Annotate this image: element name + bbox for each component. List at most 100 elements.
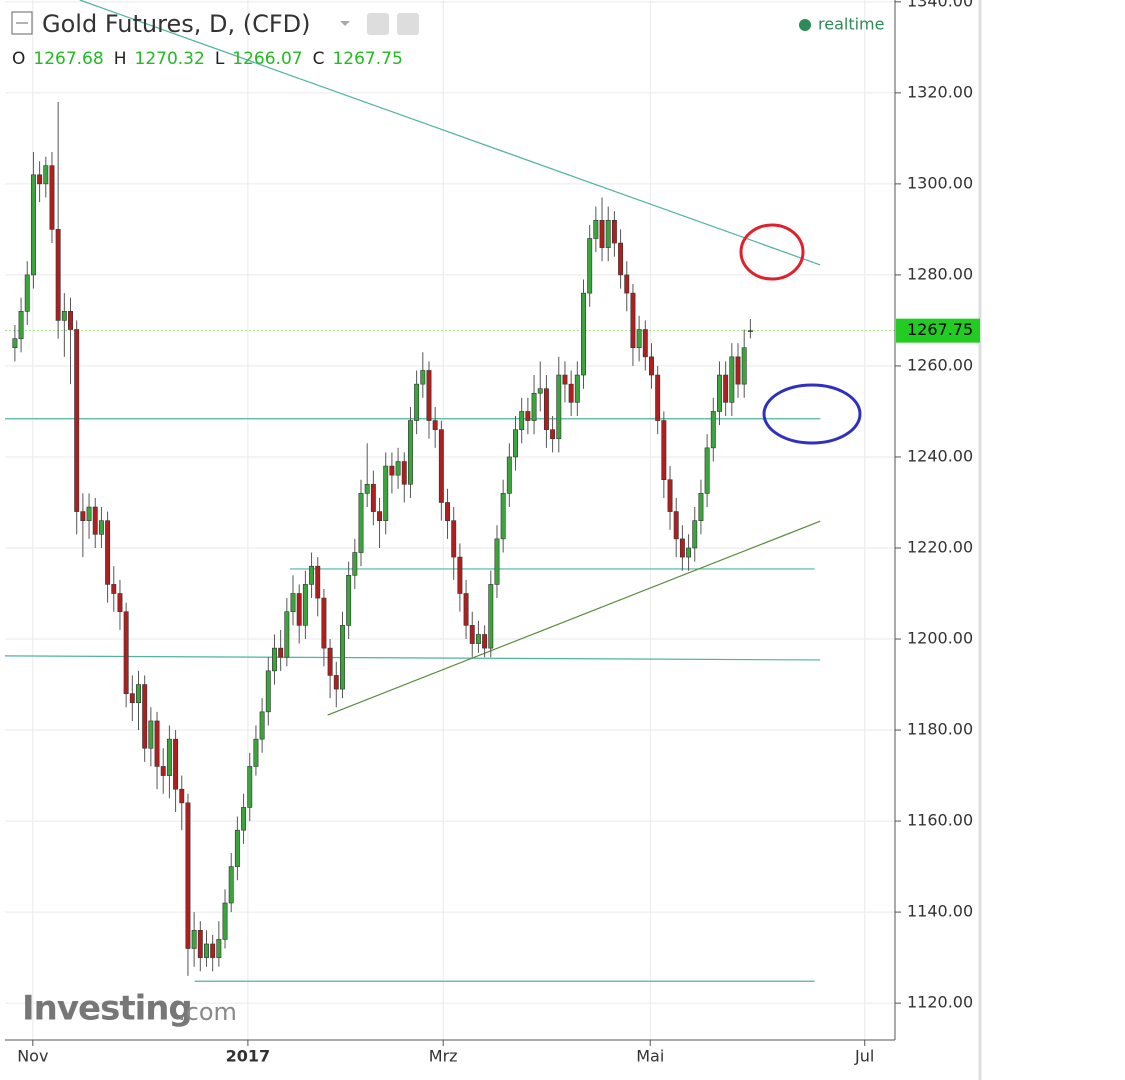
ohlc-value: 1266.07: [232, 49, 302, 69]
ohlc-label: L: [215, 49, 225, 69]
candle-body: [729, 356, 735, 403]
collapse-icon[interactable]: [11, 11, 33, 35]
candle-body: [49, 165, 55, 230]
candle-body: [210, 943, 216, 958]
candle-body: [18, 311, 24, 339]
candle-body: [556, 374, 562, 440]
price-label: 1267.75: [907, 320, 973, 339]
candle-body: [519, 411, 525, 430]
candles: [12, 101, 753, 976]
settings-icon[interactable]: [397, 13, 419, 35]
candle-body: [24, 274, 30, 312]
candle-body: [525, 411, 531, 421]
watermark: Investing: [22, 989, 192, 1029]
candle-body: [679, 538, 685, 558]
candle-body: [383, 465, 389, 521]
watermark-suffix: .com: [178, 998, 237, 1026]
red-circle: [739, 223, 805, 281]
candle-body: [315, 565, 321, 599]
x-tick-label: Mai: [636, 1047, 664, 1066]
candle-body: [302, 584, 308, 626]
candle-body: [339, 625, 345, 690]
candle-body: [389, 465, 395, 476]
y-tick-label: 1260.00: [907, 355, 973, 374]
candle-body: [129, 693, 135, 704]
candle-body: [426, 370, 432, 421]
candle-body: [649, 356, 654, 376]
candle-body: [154, 720, 160, 767]
candle-body: [346, 574, 352, 626]
x-tick-label: Jul: [854, 1047, 874, 1066]
candle-body: [407, 420, 413, 485]
candle-body: [401, 461, 407, 485]
candle-body: [463, 593, 469, 626]
candle-body: [735, 356, 741, 385]
y-tick-label: 1220.00: [907, 537, 973, 556]
ohlc-label: H: [114, 49, 127, 69]
candle-body: [253, 738, 259, 767]
candle-body: [117, 593, 123, 613]
y-tick-label: 1160.00: [907, 811, 973, 830]
candle-body: [247, 766, 253, 808]
candle-body: [241, 807, 247, 831]
candle-body: [92, 506, 98, 535]
candle-body: [370, 483, 376, 512]
candle-body: [173, 738, 179, 790]
dropdown-arrow[interactable]: [340, 21, 350, 26]
candle-body: [148, 720, 154, 749]
candle-body: [98, 520, 104, 535]
candle-body: [432, 420, 438, 430]
candle-body: [61, 311, 67, 321]
candle-body: [321, 597, 327, 649]
price-box: [896, 318, 980, 343]
candle-body: [500, 493, 506, 540]
candle-body: [12, 338, 18, 349]
candle-body: [166, 738, 172, 776]
candle-body: [197, 930, 203, 958]
candle-body: [704, 447, 710, 494]
candle-body: [234, 829, 240, 867]
candle-body: [482, 634, 488, 649]
ohlc-header: O 1267.68 H 1270.32 L 1266.07 C 1267.75: [12, 49, 403, 69]
eye-icon[interactable]: [367, 13, 389, 35]
candle-body: [587, 238, 593, 294]
candle-body: [562, 374, 568, 385]
candle-body: [160, 766, 166, 776]
candle-body: [581, 292, 586, 376]
candle-body: [420, 370, 426, 385]
y-tick-label: 1180.00: [907, 720, 973, 739]
candle-body: [686, 547, 692, 558]
candle-body: [142, 684, 148, 749]
ohlc-label: O: [12, 49, 25, 69]
candle-body: [43, 165, 49, 185]
status: realtime: [818, 15, 884, 34]
candle-body: [550, 429, 556, 440]
candle-body: [123, 611, 129, 694]
y-tick-label: 1340.00: [907, 0, 973, 10]
candle-body: [599, 219, 605, 248]
candle-body: [272, 647, 277, 672]
y-tick-label: 1300.00: [907, 173, 973, 192]
candle-body: [624, 274, 630, 294]
candle-body: [574, 374, 580, 403]
axes: 1120.00 1140.00 1160.00 1180.00 1200.00 1220.…: [17, 0, 980, 1066]
ohlc-value: 1267.68: [33, 49, 103, 69]
trend-line: [4, 655, 821, 661]
blue-ellipse: [762, 383, 862, 445]
candle-body: [216, 939, 222, 958]
candle-body: [494, 538, 500, 585]
y-tick-label: 1120.00: [907, 993, 973, 1012]
candle-body: [259, 711, 265, 740]
x-tick-label: 2017: [226, 1047, 271, 1066]
candle-body: [414, 383, 420, 421]
ohlc-label: C: [313, 49, 325, 69]
status-dot: [799, 19, 811, 31]
candle-body: [55, 229, 61, 321]
candle-body: [111, 584, 117, 594]
chart-title: Gold Futures, D, (CFD): [42, 10, 311, 38]
candle-body: [673, 511, 679, 540]
y-tick-label: 1200.00: [907, 629, 973, 648]
candle-body: [593, 219, 599, 239]
candle-body: [333, 675, 339, 690]
